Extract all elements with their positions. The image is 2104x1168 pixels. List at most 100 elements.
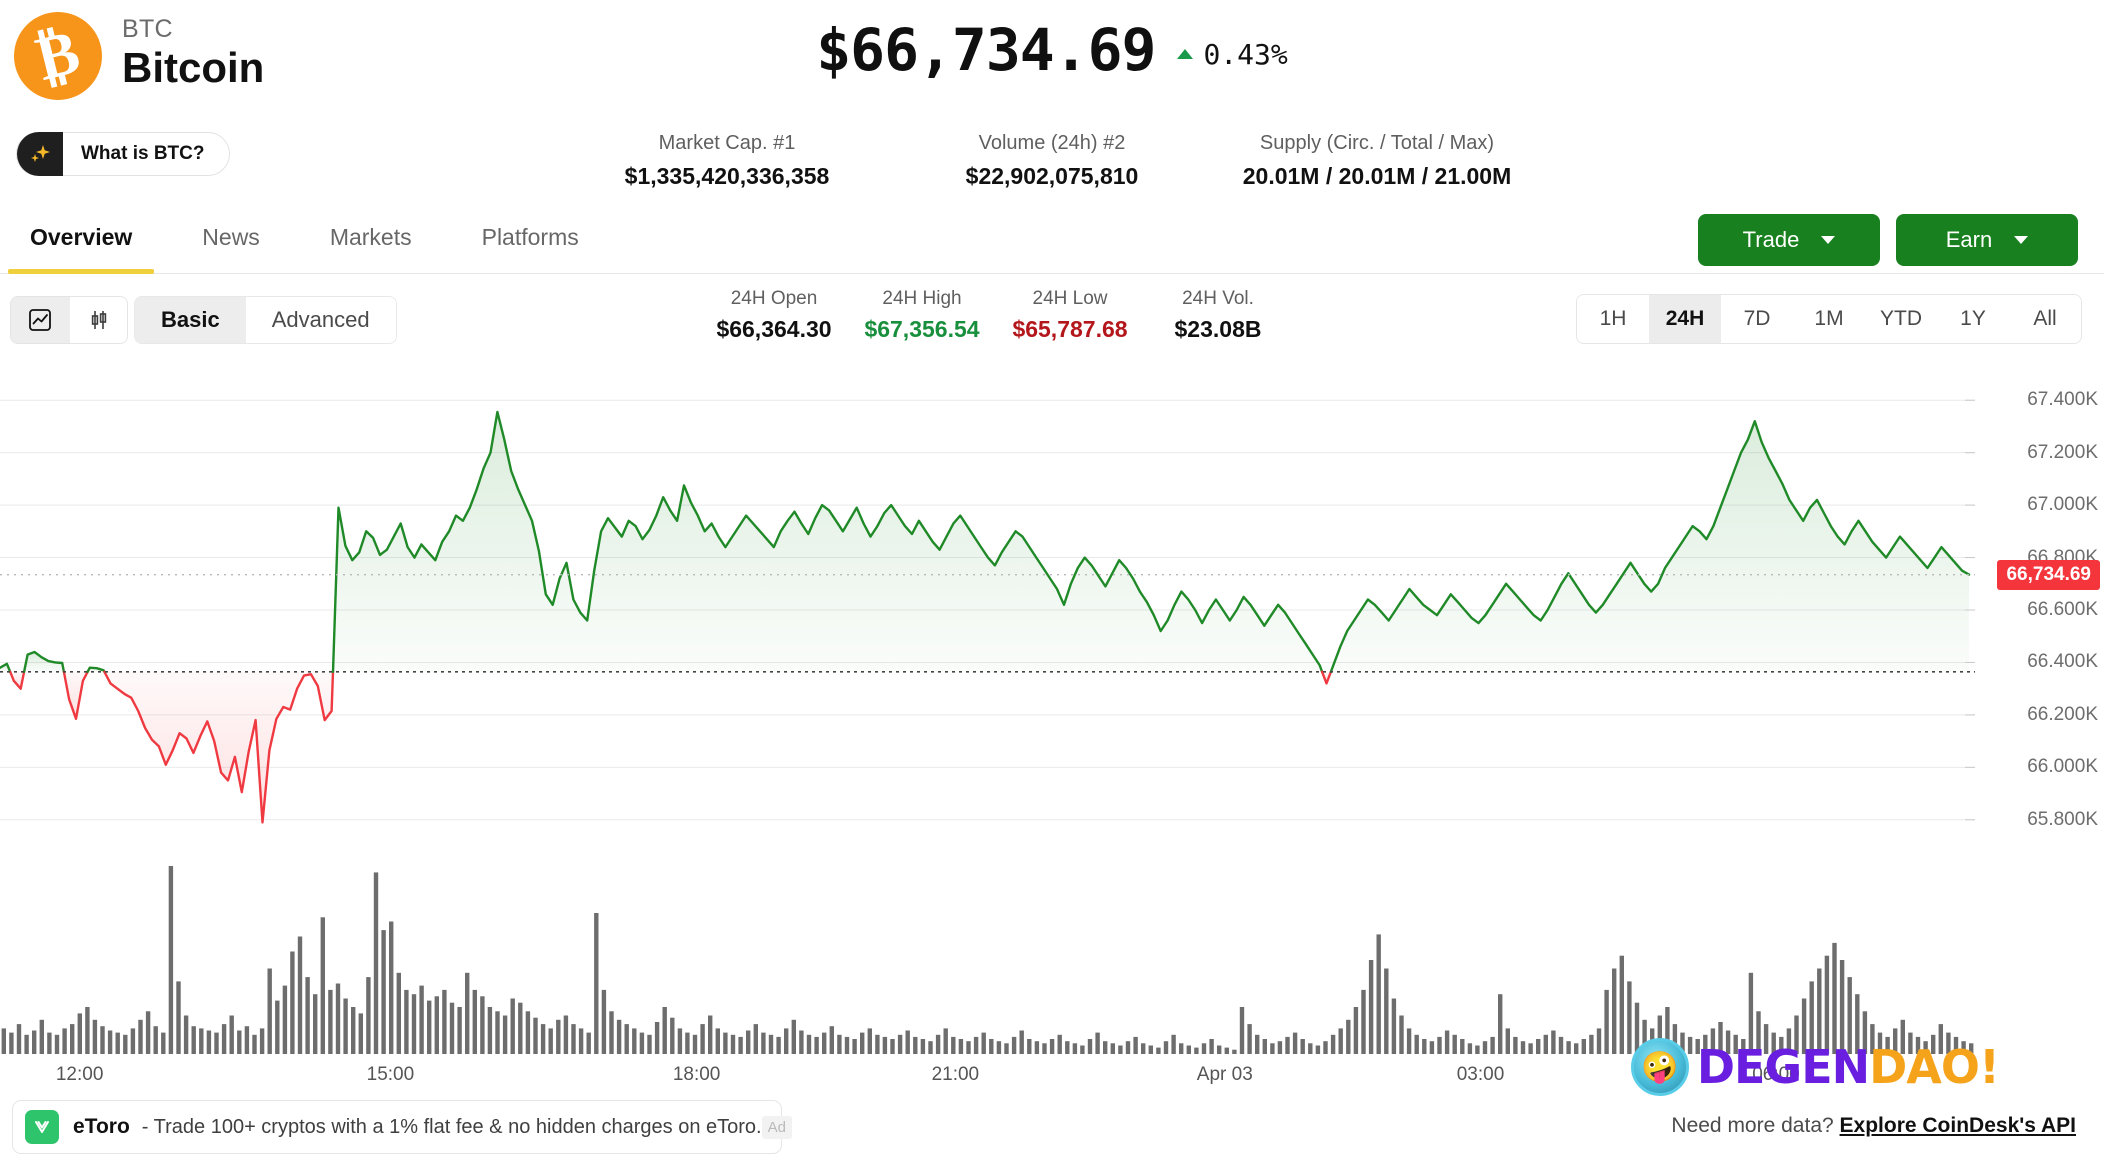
price-change: 0.43% bbox=[1177, 37, 1288, 71]
price-change-value: 0.43% bbox=[1203, 37, 1288, 71]
h24-high: 24H High $67,356.54 bbox=[848, 288, 996, 343]
time-range-selector: 1H 24H 7D 1M YTD 1Y All bbox=[1576, 294, 2082, 344]
stat-label: Volume (24h) #2 bbox=[978, 132, 1126, 154]
triangle-up-icon bbox=[1177, 49, 1194, 59]
earn-button-label: Earn bbox=[1945, 227, 1993, 252]
trade-button[interactable]: Trade bbox=[1698, 214, 1880, 266]
scientist-avatar-icon: 🤪 bbox=[1630, 1038, 1689, 1096]
watermark-part2: DAO! bbox=[1869, 1040, 2000, 1094]
h24-value: $65,787.68 bbox=[1012, 316, 1128, 342]
h24-value: $23.08B bbox=[1174, 316, 1262, 342]
current-price-badge: 66,734.69 bbox=[1997, 559, 2100, 590]
y-axis-tick-label: 66.400K bbox=[2027, 651, 2098, 673]
x-axis-tick-label: 12:00 bbox=[55, 1064, 104, 1085]
mode-basic-button[interactable]: Basic bbox=[135, 297, 246, 343]
y-axis-tick-label: 67.400K bbox=[2027, 389, 2098, 411]
chevron-down-icon bbox=[1821, 236, 1836, 244]
range-all[interactable]: All bbox=[2009, 295, 2081, 343]
mode-advanced-button[interactable]: Advanced bbox=[245, 297, 396, 343]
stat-volume: Volume (24h) #2 $22,902,075,810 bbox=[890, 128, 1215, 190]
range-24h[interactable]: 24H bbox=[1649, 295, 1721, 343]
range-7d[interactable]: 7D bbox=[1721, 295, 1793, 343]
bitcoin-icon: ₿ bbox=[14, 12, 102, 100]
chevron-down-icon bbox=[2014, 236, 2029, 244]
degendao-watermark: 🤪 DEGENDAO! bbox=[1630, 1038, 2000, 1096]
explore-api-link[interactable]: Explore CoinDesk's API bbox=[1839, 1114, 2076, 1137]
price-chart-plot[interactable] bbox=[0, 366, 1975, 1056]
x-axis-labels: 12:00 15:00 18:00 21:00 Apr 03 03:00 06:00 bbox=[0, 1058, 1975, 1098]
h24-label: 24H Low bbox=[1032, 288, 1108, 309]
chart-svg bbox=[0, 399, 1975, 1054]
h24-value: $67,356.54 bbox=[864, 316, 980, 342]
y-axis-tick-label: 66.600K bbox=[2027, 599, 2098, 620]
x-axis-tick-label: 15:00 bbox=[366, 1064, 415, 1085]
navigation-tabs: Overview News Markets Platforms bbox=[7, 200, 649, 274]
h24-label: 24H Vol. bbox=[1182, 288, 1254, 309]
stat-market-cap: Market Cap. #1 $1,335,420,336,358 bbox=[565, 128, 890, 190]
x-axis-tick-label: 06:00 bbox=[1752, 1064, 1800, 1085]
y-axis-tick-label: 66.200K bbox=[2027, 703, 2098, 725]
tab-markets[interactable]: Markets bbox=[329, 224, 412, 250]
stat-value: 20.01M / 20.01M / 21.00M bbox=[1242, 163, 1512, 189]
sparkle-icon bbox=[17, 132, 63, 176]
coin-identity: ₿ BTC Bitcoin bbox=[14, 12, 264, 100]
etoro-icon bbox=[25, 1110, 59, 1144]
what-is-btc-button[interactable]: What is BTC? bbox=[16, 132, 230, 176]
api-prompt-text: Need more data? bbox=[1671, 1114, 1834, 1137]
coin-name: Bitcoin bbox=[122, 44, 265, 92]
chart-mode-toggle: Basic Advanced bbox=[134, 296, 397, 344]
navigation-tabs-bar: Overview News Markets Platforms Trade Ea… bbox=[0, 200, 2104, 274]
price-block: $66,734.69 0.43% bbox=[0, 16, 2104, 84]
stat-value: $22,902,075,810 bbox=[965, 163, 1139, 189]
ad-brand-label: eToro bbox=[73, 1115, 130, 1138]
coin-symbol: BTC bbox=[122, 15, 173, 43]
y-axis-labels: 67.400K 67.200K 67.000K 66.800K 66.600K 66.40… bbox=[1975, 366, 2104, 1056]
price-row: $66,734.69 0.43% bbox=[0, 16, 2104, 84]
tab-news[interactable]: News bbox=[202, 224, 260, 250]
range-1h[interactable]: 1H bbox=[1577, 295, 1649, 343]
current-price: $66,734.69 bbox=[816, 16, 1156, 84]
earn-button[interactable]: Earn bbox=[1896, 214, 2078, 266]
watermark-part1: DEGEN bbox=[1696, 1040, 1870, 1094]
h24-label: 24H High bbox=[882, 288, 962, 309]
market-stats: Market Cap. #1 $1,335,420,336,358 Volume… bbox=[0, 128, 2104, 190]
y-axis-tick-label: 65.800K bbox=[2027, 808, 2098, 830]
tab-overview[interactable]: Overview bbox=[7, 200, 155, 274]
etoro-ad-banner[interactable]: eToro - Trade 100+ cryptos with a 1% fla… bbox=[12, 1100, 792, 1154]
chart-type-toggle bbox=[10, 296, 128, 344]
range-1m[interactable]: 1M bbox=[1793, 295, 1865, 343]
api-promo: Need more data? Explore CoinDesk's API bbox=[1671, 1114, 2076, 1138]
y-axis-tick-label: 67.000K bbox=[2027, 494, 2098, 516]
stat-label: Market Cap. #1 bbox=[658, 132, 796, 154]
x-axis-tick-label: Apr 03 bbox=[1196, 1064, 1253, 1085]
h24-stats: 24H Open $66,364.30 24H High $67,356.54 … bbox=[700, 288, 1292, 343]
tab-platforms[interactable]: Platforms bbox=[481, 224, 579, 250]
what-is-btc-label: What is BTC? bbox=[81, 143, 205, 164]
range-ytd[interactable]: YTD bbox=[1865, 295, 1937, 343]
x-axis-tick-label: 03:00 bbox=[1456, 1064, 1505, 1085]
h24-volume: 24H Vol. $23.08B bbox=[1144, 288, 1292, 343]
chart-toolbar: Basic Advanced 24H Open $66,364.30 24H H… bbox=[0, 274, 2104, 366]
line-chart-icon[interactable] bbox=[11, 297, 69, 343]
h24-value: $66,364.30 bbox=[716, 316, 832, 342]
h24-open: 24H Open $66,364.30 bbox=[700, 288, 848, 343]
stat-value: $1,335,420,336,358 bbox=[624, 163, 830, 189]
trade-button-label: Trade bbox=[1742, 227, 1800, 252]
candlestick-icon[interactable] bbox=[69, 297, 127, 343]
price-chart-area: 67.400K 67.200K 67.000K 66.800K 66.600K 66.40… bbox=[0, 366, 2104, 1118]
watermark-text: DEGENDAO! bbox=[1696, 1040, 2000, 1094]
y-axis-tick-label: 66.000K bbox=[2027, 756, 2098, 778]
stat-supply: Supply (Circ. / Total / Max) 20.01M / 20… bbox=[1215, 128, 1540, 190]
stat-label: Supply (Circ. / Total / Max) bbox=[1259, 132, 1495, 154]
page-header: ₿ BTC Bitcoin What is BTC? $66,734.69 bbox=[0, 0, 2104, 200]
x-axis-tick-label: 18:00 bbox=[672, 1064, 721, 1085]
range-1y[interactable]: 1Y bbox=[1937, 295, 2009, 343]
ad-tag-label: Ad bbox=[761, 1115, 792, 1139]
x-axis-tick-label: 21:00 bbox=[931, 1064, 980, 1085]
h24-label: 24H Open bbox=[730, 288, 818, 309]
ad-text: - Trade 100+ cryptos with a 1% flat fee … bbox=[141, 1115, 762, 1138]
coin-name-block: BTC Bitcoin bbox=[122, 12, 264, 93]
y-axis-tick-label: 67.200K bbox=[2027, 441, 2098, 463]
h24-low: 24H Low $65,787.68 bbox=[996, 288, 1144, 343]
